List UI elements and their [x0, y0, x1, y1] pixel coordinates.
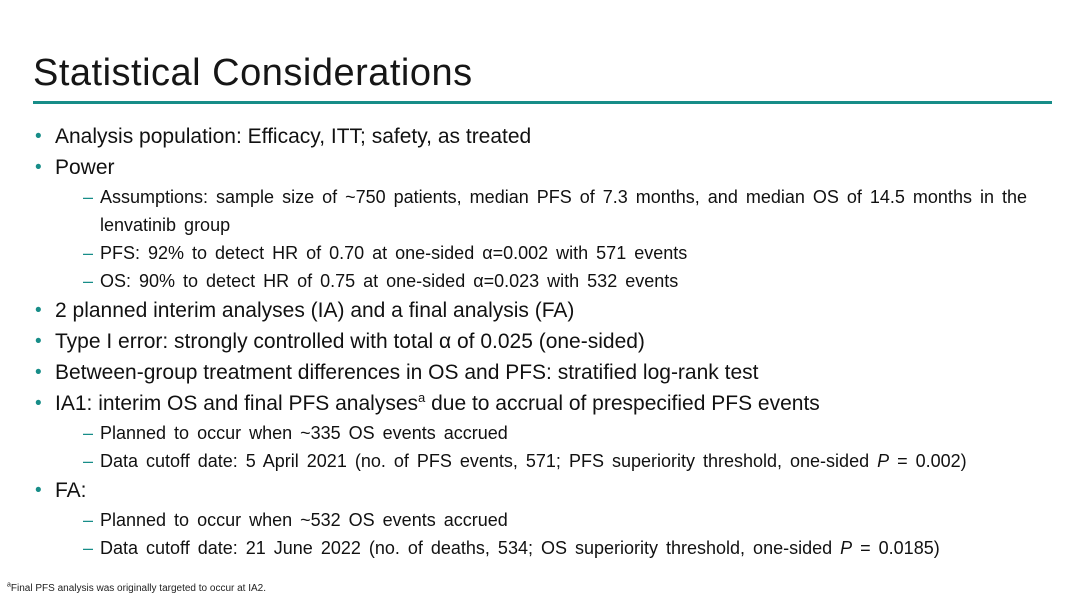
page-title: Statistical Considerations — [33, 52, 473, 94]
bullet-dash-icon: – — [83, 538, 94, 558]
bullet-item: • Analysis population: Efficacy, ITT; saf… — [33, 121, 1048, 152]
sub-bullet-item: – PFS: 92% to detect HR of 0.70 at one-si… — [83, 239, 1048, 267]
bullet-dash-icon: – — [83, 187, 94, 207]
bullet-item: • IA1: interim OS and final PFS analysesa… — [33, 388, 1048, 419]
bullet-dash-icon: – — [83, 271, 94, 291]
bullet-dot-icon: • — [35, 300, 42, 321]
bullet-dot-icon: • — [35, 393, 42, 414]
sub-bullet-item: – OS: 90% to detect HR of 0.75 at one-sid… — [83, 267, 1048, 295]
bullet-dash-icon: – — [83, 243, 94, 263]
bullet-text: OS: 90% to detect HR of 0.75 at one-side… — [100, 271, 679, 291]
bullet-item: • Between-group treatment differences in … — [33, 357, 1048, 388]
sub-bullet-item: – Data cutoff date: 5 April 2021 (no. of … — [83, 447, 1048, 475]
sub-bullet-item: – Planned to occur when ~532 OS events ac… — [83, 506, 1048, 534]
sub-bullet-item: – Planned to occur when ~335 OS events ac… — [83, 419, 1048, 447]
bullet-dot-icon: • — [35, 157, 42, 178]
bullet-dot-icon: • — [35, 126, 42, 147]
bullet-text: Assumptions: sample size of ~750 patient… — [100, 187, 1027, 235]
bullet-text: Analysis population: Efficacy, ITT; safe… — [55, 125, 532, 148]
sub-bullet-item: – Assumptions: sample size of ~750 patien… — [83, 183, 1048, 239]
sub-bullet-item: – Data cutoff date: 21 June 2022 (no. of … — [83, 534, 1048, 562]
bullet-text: Between-group treatment differences in O… — [55, 361, 759, 384]
title-underline — [33, 101, 1052, 104]
bullet-text: Power — [55, 156, 115, 179]
bullet-text: IA1: interim OS and final PFS analysesa … — [55, 390, 820, 415]
bullet-item: • Power — [33, 152, 1048, 183]
bullet-text: Data cutoff date: 5 April 2021 (no. of P… — [100, 451, 967, 471]
footnote: aFinal PFS analysis was originally targe… — [7, 581, 267, 594]
bullet-text: Planned to occur when ~532 OS events acc… — [100, 510, 508, 530]
bullet-text: Planned to occur when ~335 OS events acc… — [100, 423, 508, 443]
bullet-dot-icon: • — [35, 331, 42, 352]
bullet-list: • Analysis population: Efficacy, ITT; saf… — [33, 121, 1048, 562]
bullet-dash-icon: – — [83, 423, 94, 443]
bullet-text: PFS: 92% to detect HR of 0.70 at one-sid… — [100, 243, 688, 263]
bullet-dash-icon: – — [83, 510, 94, 530]
bullet-dot-icon: • — [35, 480, 42, 501]
bullet-dash-icon: – — [83, 451, 94, 471]
bullet-text: FA: — [55, 479, 87, 502]
bullet-item: • Type I error: strongly controlled with … — [33, 326, 1048, 357]
bullet-dot-icon: • — [35, 362, 42, 383]
bullet-text: Type I error: strongly controlled with t… — [55, 330, 645, 353]
bullet-text: 2 planned interim analyses (IA) and a fi… — [55, 299, 575, 322]
bullet-item: • 2 planned interim analyses (IA) and a f… — [33, 295, 1048, 326]
bullet-text: Data cutoff date: 21 June 2022 (no. of d… — [100, 538, 940, 558]
bullet-item: • FA: — [33, 475, 1048, 506]
